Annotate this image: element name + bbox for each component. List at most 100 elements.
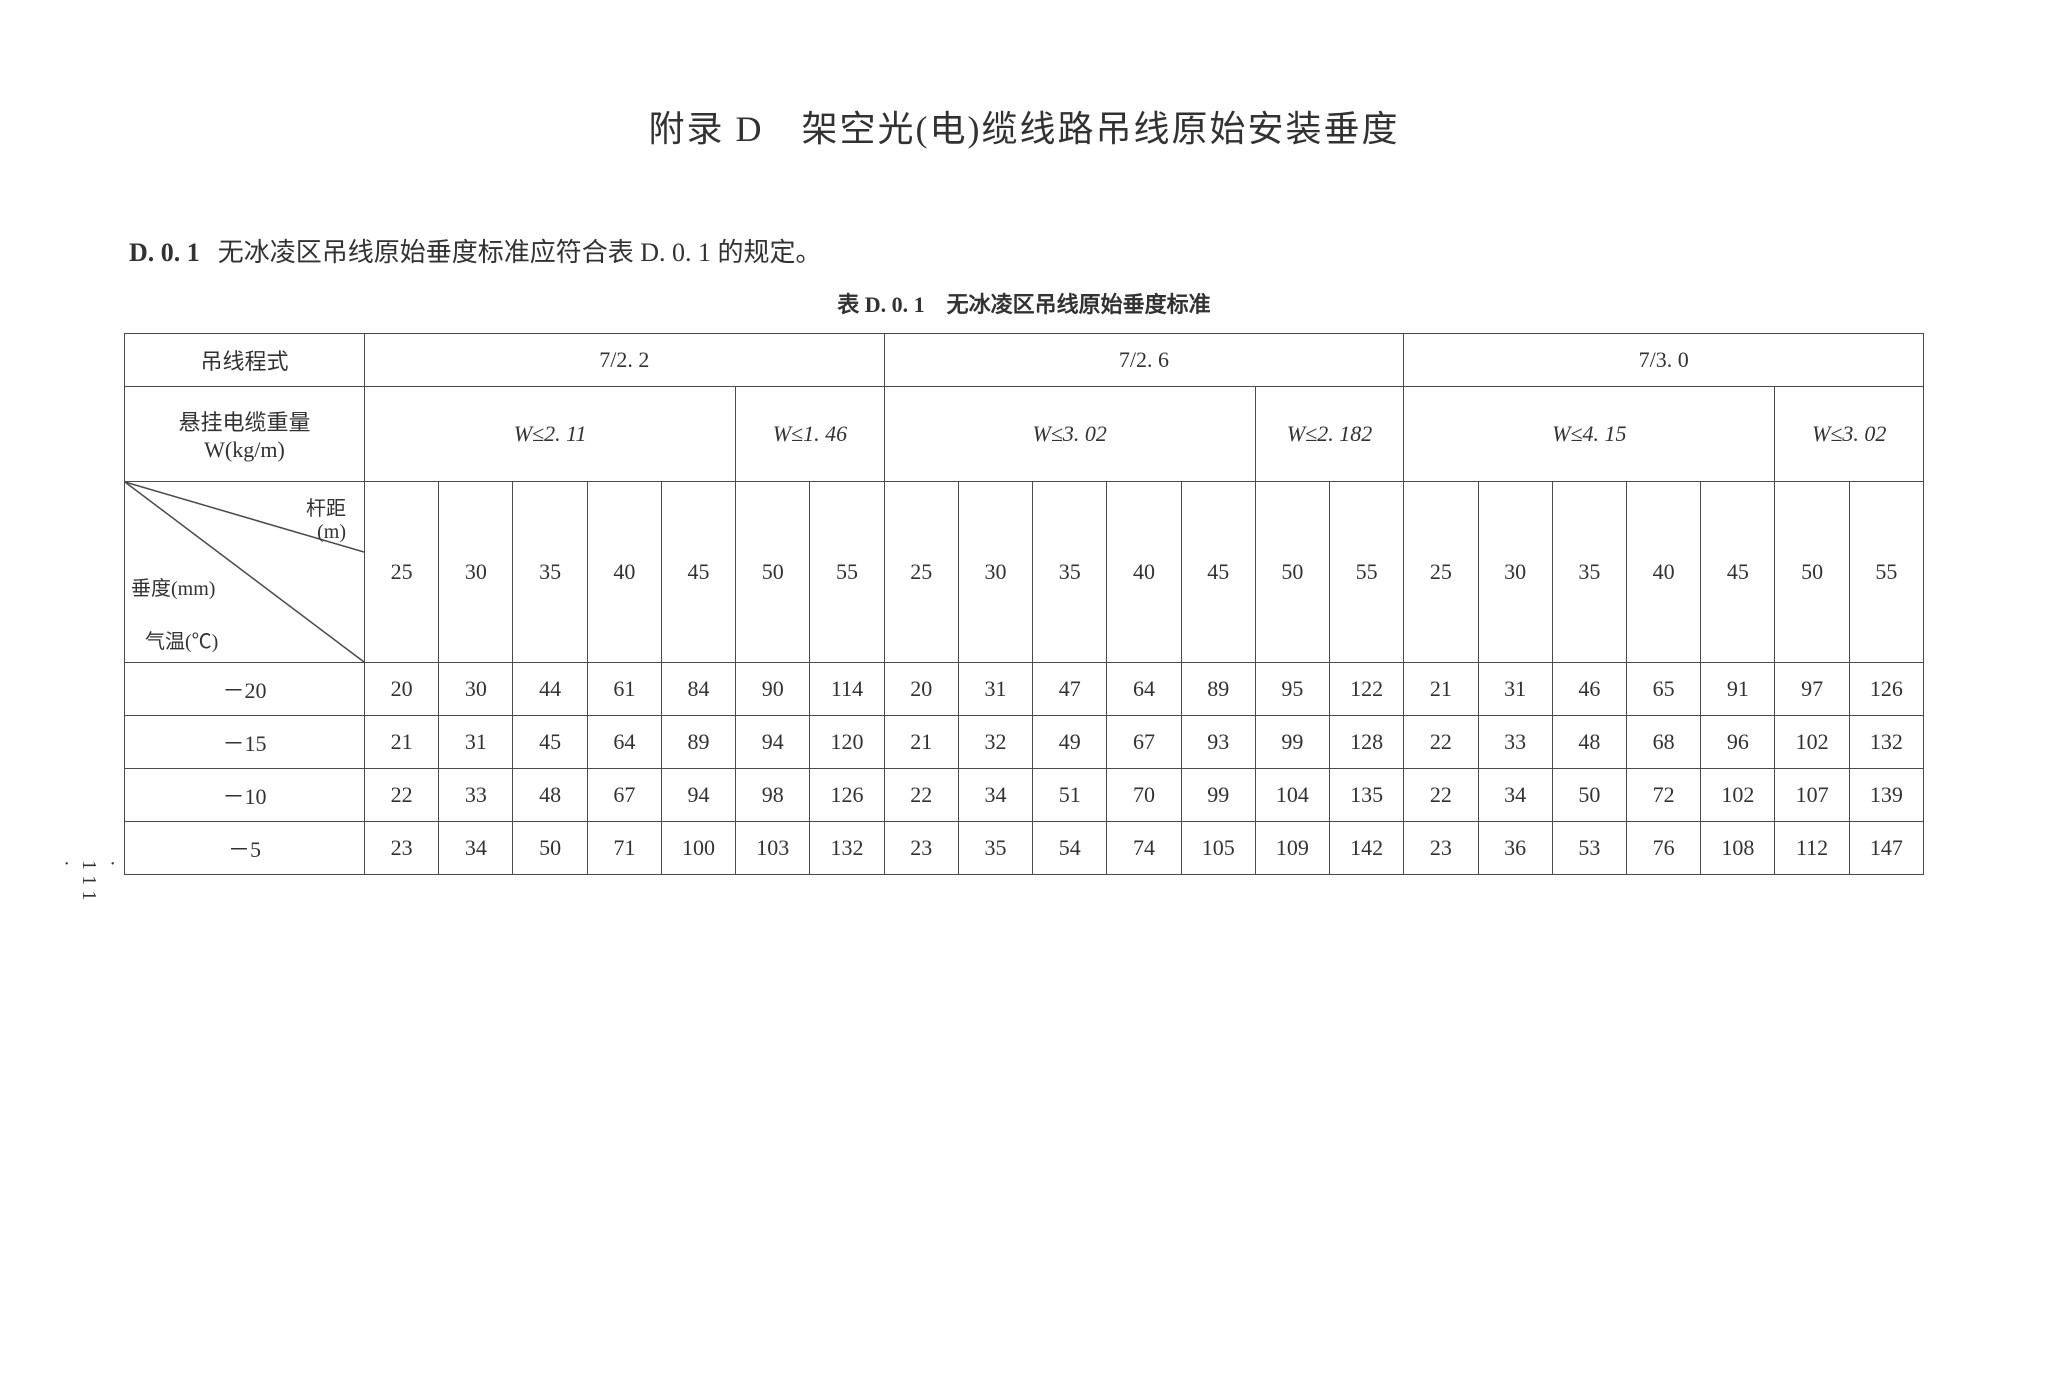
row-temp: －10 (125, 769, 365, 822)
data-cell: 32 (958, 716, 1032, 769)
data-cell: 34 (958, 769, 1032, 822)
data-cell: 48 (1552, 716, 1626, 769)
data-cell: 97 (1775, 663, 1849, 716)
data-cell: 22 (884, 769, 958, 822)
data-cell: 112 (1775, 822, 1849, 875)
col-head: 55 (1330, 482, 1404, 663)
data-cell: 23 (1404, 822, 1478, 875)
section-d01: D. 0. 1无冰凌区吊线原始垂度标准应符合表 D. 0. 1 的规定。 (129, 232, 1924, 269)
data-cell: 142 (1330, 822, 1404, 875)
row-temp: －5 (125, 822, 365, 875)
col-head: 45 (1181, 482, 1255, 663)
data-cell: 48 (513, 769, 587, 822)
hdr-diagonal-cell: 杆距 (m) 垂度(mm) 气温(℃) (125, 482, 365, 663)
data-cell: 109 (1255, 822, 1329, 875)
data-cell: 61 (587, 663, 661, 716)
data-cell: 94 (736, 716, 810, 769)
data-cell: 64 (1107, 663, 1181, 716)
data-cell: 50 (513, 822, 587, 875)
data-cell: 122 (1330, 663, 1404, 716)
data-cell: 71 (587, 822, 661, 875)
sag-table: 吊线程式 7/2. 2 7/2. 6 7/3. 0 悬挂电缆重量 W(kg/m)… (124, 333, 1924, 875)
col-head: 45 (661, 482, 735, 663)
data-cell: 90 (736, 663, 810, 716)
hdr-w-4: W≤2. 182 (1255, 387, 1403, 482)
col-head: 30 (1478, 482, 1552, 663)
data-cell: 35 (958, 822, 1032, 875)
data-cell: 50 (1552, 769, 1626, 822)
data-cell: 33 (1478, 716, 1552, 769)
data-cell: 45 (513, 716, 587, 769)
data-cell: 99 (1255, 716, 1329, 769)
hdr-w-1: W≤2. 11 (365, 387, 736, 482)
data-cell: 51 (1033, 769, 1107, 822)
data-cell: 22 (365, 769, 439, 822)
data-cell: 53 (1552, 822, 1626, 875)
data-cell: 31 (1478, 663, 1552, 716)
table-caption: 表 D. 0. 1 无冰凌区吊线原始垂度标准 (124, 287, 1924, 319)
data-cell: 72 (1626, 769, 1700, 822)
data-cell: 139 (1849, 769, 1923, 822)
data-cell: 36 (1478, 822, 1552, 875)
data-cell: 21 (365, 716, 439, 769)
data-cell: 67 (1107, 716, 1181, 769)
data-cell: 20 (884, 663, 958, 716)
col-head: 40 (587, 482, 661, 663)
data-cell: 120 (810, 716, 884, 769)
data-cell: 128 (1330, 716, 1404, 769)
data-cell: 96 (1701, 716, 1775, 769)
data-cell: 132 (810, 822, 884, 875)
hdr-group-2: 7/2. 6 (884, 334, 1404, 387)
data-cell: 64 (587, 716, 661, 769)
hdr-w-6: W≤3. 02 (1775, 387, 1924, 482)
data-cell: 70 (1107, 769, 1181, 822)
diag-label-bottom: 气温(℃) (145, 625, 218, 654)
data-cell: 102 (1701, 769, 1775, 822)
table-header: 吊线程式 7/2. 2 7/2. 6 7/3. 0 悬挂电缆重量 W(kg/m)… (125, 334, 1924, 663)
data-cell: 104 (1255, 769, 1329, 822)
col-head: 25 (365, 482, 439, 663)
data-cell: 22 (1404, 716, 1478, 769)
data-cell: 108 (1701, 822, 1775, 875)
col-head: 55 (810, 482, 884, 663)
section-text: 无冰凌区吊线原始垂度标准应符合表 D. 0. 1 的规定。 (218, 238, 822, 267)
data-cell: 34 (1478, 769, 1552, 822)
data-cell: 135 (1330, 769, 1404, 822)
data-cell: 31 (439, 716, 513, 769)
col-head: 50 (1775, 482, 1849, 663)
data-cell: 105 (1181, 822, 1255, 875)
col-head: 30 (958, 482, 1032, 663)
diag-label-top: 杆距 (m) (306, 492, 346, 544)
hdr-cable-type: 吊线程式 (125, 334, 365, 387)
col-head: 40 (1107, 482, 1181, 663)
data-cell: 44 (513, 663, 587, 716)
hdr-w-3: W≤3. 02 (884, 387, 1255, 482)
col-head: 25 (884, 482, 958, 663)
data-cell: 67 (587, 769, 661, 822)
data-cell: 76 (1626, 822, 1700, 875)
data-cell: 147 (1849, 822, 1923, 875)
data-cell: 65 (1626, 663, 1700, 716)
col-head: 50 (736, 482, 810, 663)
data-cell: 47 (1033, 663, 1107, 716)
data-cell: 84 (661, 663, 735, 716)
data-cell: 20 (365, 663, 439, 716)
appendix-title: 附录 D 架空光(电)缆线路吊线原始安装垂度 (124, 100, 1924, 152)
data-cell: 21 (884, 716, 958, 769)
data-cell: 107 (1775, 769, 1849, 822)
data-cell: 54 (1033, 822, 1107, 875)
data-cell: 132 (1849, 716, 1923, 769)
data-cell: 94 (661, 769, 735, 822)
data-cell: 22 (1404, 769, 1478, 822)
data-cell: 99 (1181, 769, 1255, 822)
row-temp: －20 (125, 663, 365, 716)
data-cell: 103 (736, 822, 810, 875)
table-row: －202030446184901142031476489951222131466… (125, 663, 1924, 716)
data-cell: 114 (810, 663, 884, 716)
data-cell: 91 (1701, 663, 1775, 716)
data-cell: 102 (1775, 716, 1849, 769)
table-row: －152131456489941202132496793991282233486… (125, 716, 1924, 769)
hdr-weight-label: 悬挂电缆重量 W(kg/m) (125, 387, 365, 482)
col-head: 55 (1849, 482, 1923, 663)
table-row: －523345071100103132233554741051091422336… (125, 822, 1924, 875)
